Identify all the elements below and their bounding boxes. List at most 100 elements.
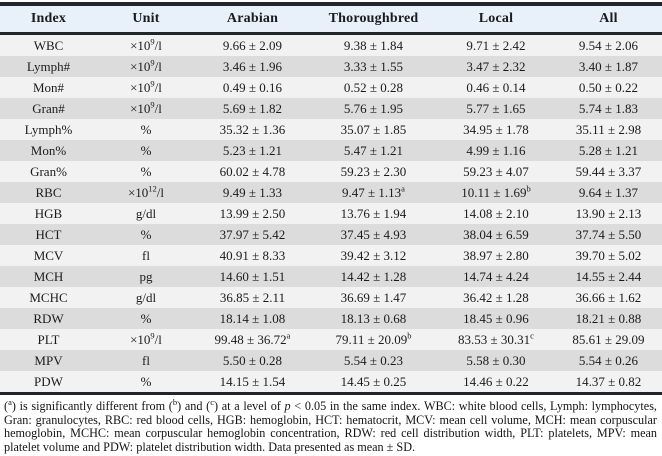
value-local: 14.46 ± 0.22 — [463, 374, 529, 389]
superscript-marker: 9 — [150, 57, 155, 68]
row-index-label: PLT — [37, 332, 60, 347]
superscript-marker: b — [407, 330, 412, 341]
table-row-pdw: PDW% 14.15 ± 1.54 14.45 ± 0.25 14.46 ± 0.22… — [0, 371, 662, 394]
footnote-text: ) and ( — [177, 399, 211, 413]
row-index-label: Mon% — [30, 143, 67, 158]
column-header-thoroughbred: Thoroughbred — [310, 4, 437, 35]
table-row-plt: PLT ×109/l 99.48 ± 36.72a 79.11 ± 20.09b 83.… — [0, 329, 662, 350]
column-header-all: All — [555, 4, 662, 35]
table-row-mchc: MCHC g/dl 36.85 ± 2.11 36.69 ± 1.47 36.42 ± … — [0, 287, 662, 308]
value-thoroughbred: 9.47 ± 1.13a — [342, 183, 405, 200]
table-row-lymph-num: Lymph# ×109/l 3.46 ± 1.96 3.33 ± 1.55 3.47 ±… — [0, 56, 662, 77]
value-arabian: 37.97 ± 5.42 — [219, 227, 286, 242]
table-row-gran-pct: Gran%% 60.02 ± 4.78 59.23 ± 2.30 59.23 ± 4.… — [0, 161, 662, 182]
column-header-unit: Unit — [97, 4, 195, 35]
table-row-mpv: MPV fl 5.50 ± 0.28 5.54 ± 0.23 5.58 ± 0.30 5.… — [0, 350, 662, 371]
value-local: 38.04 ± 6.59 — [463, 227, 529, 242]
value-all: 18.21 ± 0.88 — [575, 311, 642, 326]
value-local: 3.47 ± 2.32 — [466, 59, 526, 74]
value-thoroughbred: 37.45 ± 4.93 — [340, 227, 407, 242]
row-index-label: MCV — [33, 248, 64, 263]
value-thoroughbred: 9.38 ± 1.84 — [343, 38, 404, 53]
row-index-label: MPV — [34, 353, 63, 368]
superscript-marker: 9 — [150, 36, 155, 47]
footnote-sup: b — [172, 396, 178, 407]
value-thoroughbred: 59.23 ± 2.30 — [340, 164, 407, 179]
table-row-mon-pct: Mon%% 5.23 ± 1.21 5.47 ± 1.21 4.99 ± 1.16 5.… — [0, 140, 662, 161]
row-index-label: HGB — [34, 206, 63, 221]
value-local: 9.71 ± 2.42 — [466, 38, 526, 53]
value-arabian: 5.69 ± 1.82 — [222, 101, 283, 116]
footnote-text: ( — [4, 399, 9, 413]
row-unit: ×109/l — [130, 330, 162, 347]
row-index-label: WBC — [33, 38, 64, 53]
table-row-hct: HCT% 37.97 ± 5.42 37.45 ± 4.93 38.04 ± 6.59… — [0, 224, 662, 245]
row-index-label: RBC — [35, 185, 62, 200]
header-row: Index Unit Arabian Thoroughbred Local All — [0, 4, 662, 35]
value-all: 9.54 ± 2.06 — [578, 38, 639, 53]
value-local: 14.74 ± 4.24 — [463, 269, 529, 284]
row-index-label: Lymph% — [24, 122, 73, 137]
table-row-mch: MCH pg 14.60 ± 1.51 14.42 ± 1.28 14.74 ± 4.2… — [0, 266, 662, 287]
value-all: 36.66 ± 1.62 — [575, 290, 642, 305]
row-index-label: MCHC — [29, 290, 68, 305]
value-all: 3.40 ± 1.87 — [578, 59, 639, 74]
row-unit: fl — [142, 248, 150, 263]
row-unit: pg — [139, 269, 153, 284]
value-thoroughbred: 14.42 ± 1.28 — [340, 269, 407, 284]
value-arabian: 9.66 ± 2.09 — [222, 38, 283, 53]
table-row-lymph-pct: Lymph%% 35.32 ± 1.36 35.07 ± 1.85 34.95 ± 1… — [0, 119, 662, 140]
row-unit: ×109/l — [130, 78, 162, 95]
value-local: 36.42 ± 1.28 — [463, 290, 529, 305]
value-arabian: 14.15 ± 1.54 — [219, 374, 286, 389]
value-local: 10.11 ± 1.69b — [461, 183, 531, 200]
row-index-label: RDW — [33, 311, 64, 326]
superscript-marker: 12 — [148, 183, 157, 194]
row-index-label: Lymph# — [26, 59, 71, 74]
value-thoroughbred: 5.76 ± 1.95 — [343, 101, 404, 116]
table-row-wbc: WBC ×109/l 9.66 ± 2.09 9.38 ± 1.84 9.71 ± 2.… — [0, 33, 662, 56]
row-unit: g/dl — [135, 290, 157, 305]
value-all: 5.54 ± 0.26 — [578, 353, 639, 368]
value-local: 59.23 ± 4.07 — [463, 164, 529, 179]
value-all: 9.64 ± 1.37 — [578, 185, 639, 200]
footnote-sup: a — [8, 396, 12, 407]
value-thoroughbred: 0.52 ± 0.28 — [343, 80, 404, 95]
value-thoroughbred: 3.33 ± 1.55 — [343, 59, 404, 74]
row-unit: ×109/l — [130, 99, 162, 116]
value-local: 34.95 ± 1.78 — [463, 122, 529, 137]
value-arabian: 35.32 ± 1.36 — [219, 122, 286, 137]
row-unit: fl — [142, 353, 150, 368]
value-thoroughbred: 39.42 ± 3.12 — [340, 248, 407, 263]
row-index-label: Gran# — [32, 101, 65, 116]
value-local: 38.97 ± 2.80 — [463, 248, 529, 263]
value-local: 5.58 ± 0.30 — [466, 353, 526, 368]
column-header-local: Local — [437, 4, 555, 35]
row-unit: g/dl — [135, 206, 157, 221]
value-local: 4.99 ± 1.16 — [466, 143, 526, 158]
row-index-label: MCH — [33, 269, 64, 284]
footnote-text: ) is significantly different from ( — [11, 399, 173, 413]
table-row-hgb: HGB g/dl 13.99 ± 2.50 13.76 ± 1.94 14.08 ± 2… — [0, 203, 662, 224]
value-all: 14.37 ± 0.82 — [575, 374, 642, 389]
value-all: 37.74 ± 5.50 — [575, 227, 642, 242]
superscript-marker: 9 — [150, 99, 155, 110]
footnote-sup: c — [210, 396, 214, 407]
value-local: 14.08 ± 2.10 — [463, 206, 529, 221]
value-all: 13.90 ± 2.13 — [575, 206, 642, 221]
footnote-text: < 0.05 in the same index. WBC: white blo… — [4, 399, 657, 454]
row-unit: % — [140, 122, 152, 137]
value-thoroughbred: 36.69 ± 1.47 — [340, 290, 407, 305]
value-all: 5.28 ± 1.21 — [578, 143, 639, 158]
value-arabian: 3.46 ± 1.96 — [222, 59, 283, 74]
table-row-rdw: RDW% 18.14 ± 1.08 18.13 ± 0.68 18.45 ± 0.96… — [0, 308, 662, 329]
row-index-label: Mon# — [32, 80, 65, 95]
value-all: 85.61 ± 29.09 — [572, 332, 645, 347]
row-index-label: PDW — [34, 374, 63, 389]
column-header-arabian: Arabian — [195, 4, 310, 35]
superscript-marker: b — [526, 183, 531, 194]
row-unit: ×109/l — [130, 57, 162, 74]
table-body: WBC ×109/l 9.66 ± 2.09 9.38 ± 1.84 9.71 ± 2.… — [0, 33, 662, 394]
value-arabian: 36.85 ± 2.11 — [219, 290, 286, 305]
